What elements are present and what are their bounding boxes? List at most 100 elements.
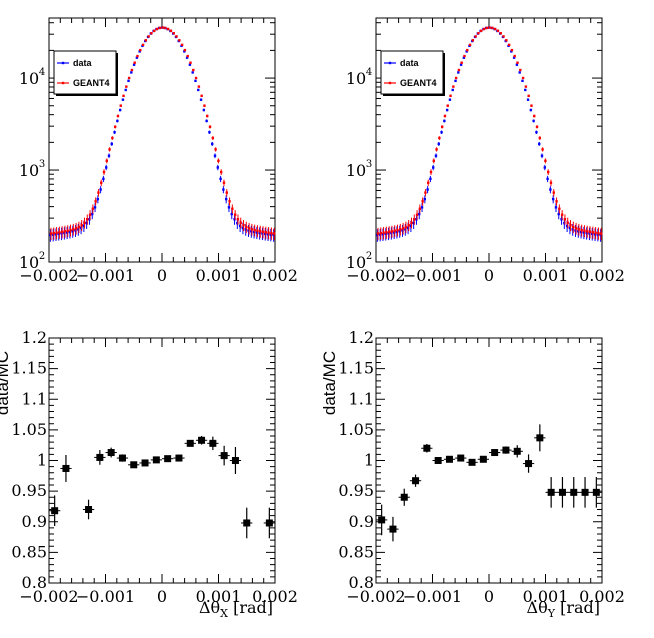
data-point — [399, 228, 402, 231]
data-point — [381, 233, 385, 236]
data-point — [529, 108, 533, 112]
data-point — [91, 207, 95, 210]
data-point — [208, 131, 211, 134]
data-point — [437, 142, 440, 146]
data-point — [265, 519, 273, 527]
data-point — [535, 131, 538, 134]
data-point — [147, 35, 150, 38]
data-point — [189, 61, 192, 64]
data-point — [180, 43, 184, 47]
data-point — [538, 136, 542, 140]
data-point — [155, 27, 159, 31]
data-point — [493, 27, 497, 31]
data-point — [133, 61, 136, 64]
data-point — [468, 43, 472, 47]
data-point — [211, 136, 215, 140]
data-point — [77, 225, 81, 229]
data-point — [474, 35, 477, 38]
data-point — [74, 229, 77, 232]
data-point — [546, 177, 549, 181]
y-tick-label: 0.8 — [349, 573, 374, 592]
data-point — [387, 230, 391, 234]
data-point — [222, 181, 226, 184]
data-point — [390, 230, 394, 233]
x-tick-label: −0.001 — [76, 266, 135, 285]
y-tick-label: 10 — [346, 253, 366, 272]
data-point — [568, 226, 572, 230]
x-axis-label: ΔθY [rad] — [527, 598, 600, 620]
data-point — [597, 231, 600, 235]
data-point — [94, 200, 97, 203]
legend-marker — [388, 61, 392, 65]
x-tick-label: −0.001 — [403, 266, 462, 285]
x-tick-label: −0.002 — [346, 587, 405, 606]
data-point — [122, 94, 125, 98]
data-point — [600, 232, 603, 235]
data-point — [574, 229, 577, 232]
data-point — [574, 227, 578, 230]
data-point — [468, 458, 476, 466]
data-point — [557, 212, 560, 216]
data-point — [415, 213, 419, 216]
data-point — [96, 453, 104, 461]
data-point — [238, 224, 242, 228]
data-point — [438, 136, 441, 140]
y-tick-label: 1.05 — [338, 420, 374, 439]
data-point — [186, 439, 194, 447]
data-point — [255, 231, 259, 234]
data-point — [582, 231, 586, 234]
data-point — [88, 218, 91, 221]
data-point — [524, 88, 527, 92]
data-point — [104, 166, 108, 169]
y-tick-exponent: 2 — [366, 251, 372, 262]
data-point — [118, 108, 122, 112]
y-tick-label: 1 — [364, 451, 374, 470]
data-point — [423, 197, 427, 201]
chart-bottom-right: −0.002−0.001 0 0.001 0.002 0.8 0.85 0.9 0.95 1 1.… — [320, 328, 625, 620]
data-point — [250, 230, 253, 233]
data-point — [412, 221, 415, 225]
y-axis-label: data/MC — [0, 351, 12, 415]
data-point — [219, 170, 223, 174]
data-point — [192, 68, 195, 72]
y-tick-label: 1.15 — [338, 359, 374, 378]
data-point — [202, 108, 206, 112]
data-point — [113, 125, 117, 129]
x-tick-label: −0.002 — [19, 587, 78, 606]
data-point — [554, 206, 558, 209]
data-point — [502, 35, 505, 38]
data-point — [273, 232, 276, 235]
data-point — [502, 446, 510, 454]
data-point — [406, 226, 410, 230]
data-point — [183, 48, 187, 52]
y-tick-label: 1.2 — [22, 328, 47, 347]
data-point — [127, 76, 131, 80]
data-point — [272, 233, 275, 237]
data-point — [479, 455, 487, 463]
data-point — [144, 39, 148, 42]
data-point — [389, 525, 397, 533]
x-tick-label: 0.002 — [252, 266, 298, 285]
y-tick-exponent: 4 — [39, 67, 45, 78]
data-point — [491, 449, 499, 457]
data-point — [543, 166, 547, 169]
data-point — [390, 231, 393, 235]
y-tick-label: 1.05 — [11, 420, 47, 439]
data-point — [102, 170, 106, 174]
data-point — [452, 85, 455, 88]
legend-entry-label: GEANT4 — [400, 78, 437, 88]
data-point — [242, 224, 245, 227]
data-point — [258, 231, 261, 235]
data-point — [80, 224, 83, 227]
data-point — [225, 191, 228, 194]
data-point — [243, 519, 251, 527]
data-point — [213, 154, 217, 157]
y-tick-exponent: 3 — [366, 159, 372, 170]
data-point — [434, 154, 438, 157]
data-point — [404, 228, 407, 231]
legend-entry-label: data — [400, 58, 420, 68]
data-point — [60, 232, 63, 235]
data-point — [96, 197, 100, 201]
y-tick-label: 10 — [346, 69, 366, 88]
